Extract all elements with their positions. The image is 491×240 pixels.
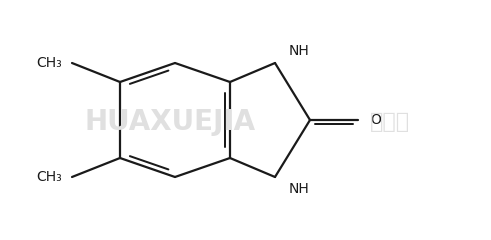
- Text: CH₃: CH₃: [36, 56, 62, 70]
- Text: NH: NH: [289, 44, 310, 58]
- Text: NH: NH: [289, 182, 310, 196]
- Text: HUAXUEJIA: HUAXUEJIA: [84, 108, 255, 136]
- Text: CH₃: CH₃: [36, 170, 62, 184]
- Text: 化学加: 化学加: [370, 112, 410, 132]
- Text: O: O: [370, 113, 381, 127]
